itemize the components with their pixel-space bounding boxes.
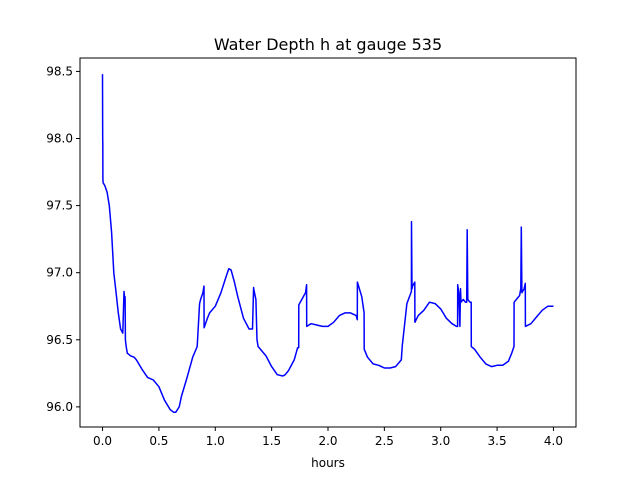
x-tick-label: 1.0 [206,434,225,448]
y-tick-label: 97.0 [46,266,73,280]
x-tick-label: 0.5 [149,434,168,448]
x-tick-label: 4.0 [544,434,563,448]
y-tick-label: 96.5 [46,333,73,347]
y-tick-label: 98.0 [46,132,73,146]
series-line [101,74,554,413]
y-axis: 96.0 96.5 97.0 97.5 98.0 98.5 [46,64,80,414]
x-axis: 0.0 0.5 1.0 1.5 2.0 2.5 3.0 3.5 4.0 [93,427,563,448]
y-tick-label: 96.0 [46,400,73,414]
x-tick-label: 0.0 [93,434,112,448]
y-tick-label: 97.5 [46,199,73,213]
x-tick-label: 1.5 [262,434,281,448]
x-tick-label: 3.0 [431,434,450,448]
plot-area-frame [79,57,577,428]
x-tick-label: 3.5 [488,434,507,448]
x-tick-label: 2.5 [375,434,394,448]
series-layer [101,74,554,413]
x-axis-label: hours [311,456,345,470]
x-tick-label: 2.0 [318,434,337,448]
y-tick-label: 98.5 [46,64,73,78]
chart-title: Water Depth h at gauge 535 [214,35,442,54]
